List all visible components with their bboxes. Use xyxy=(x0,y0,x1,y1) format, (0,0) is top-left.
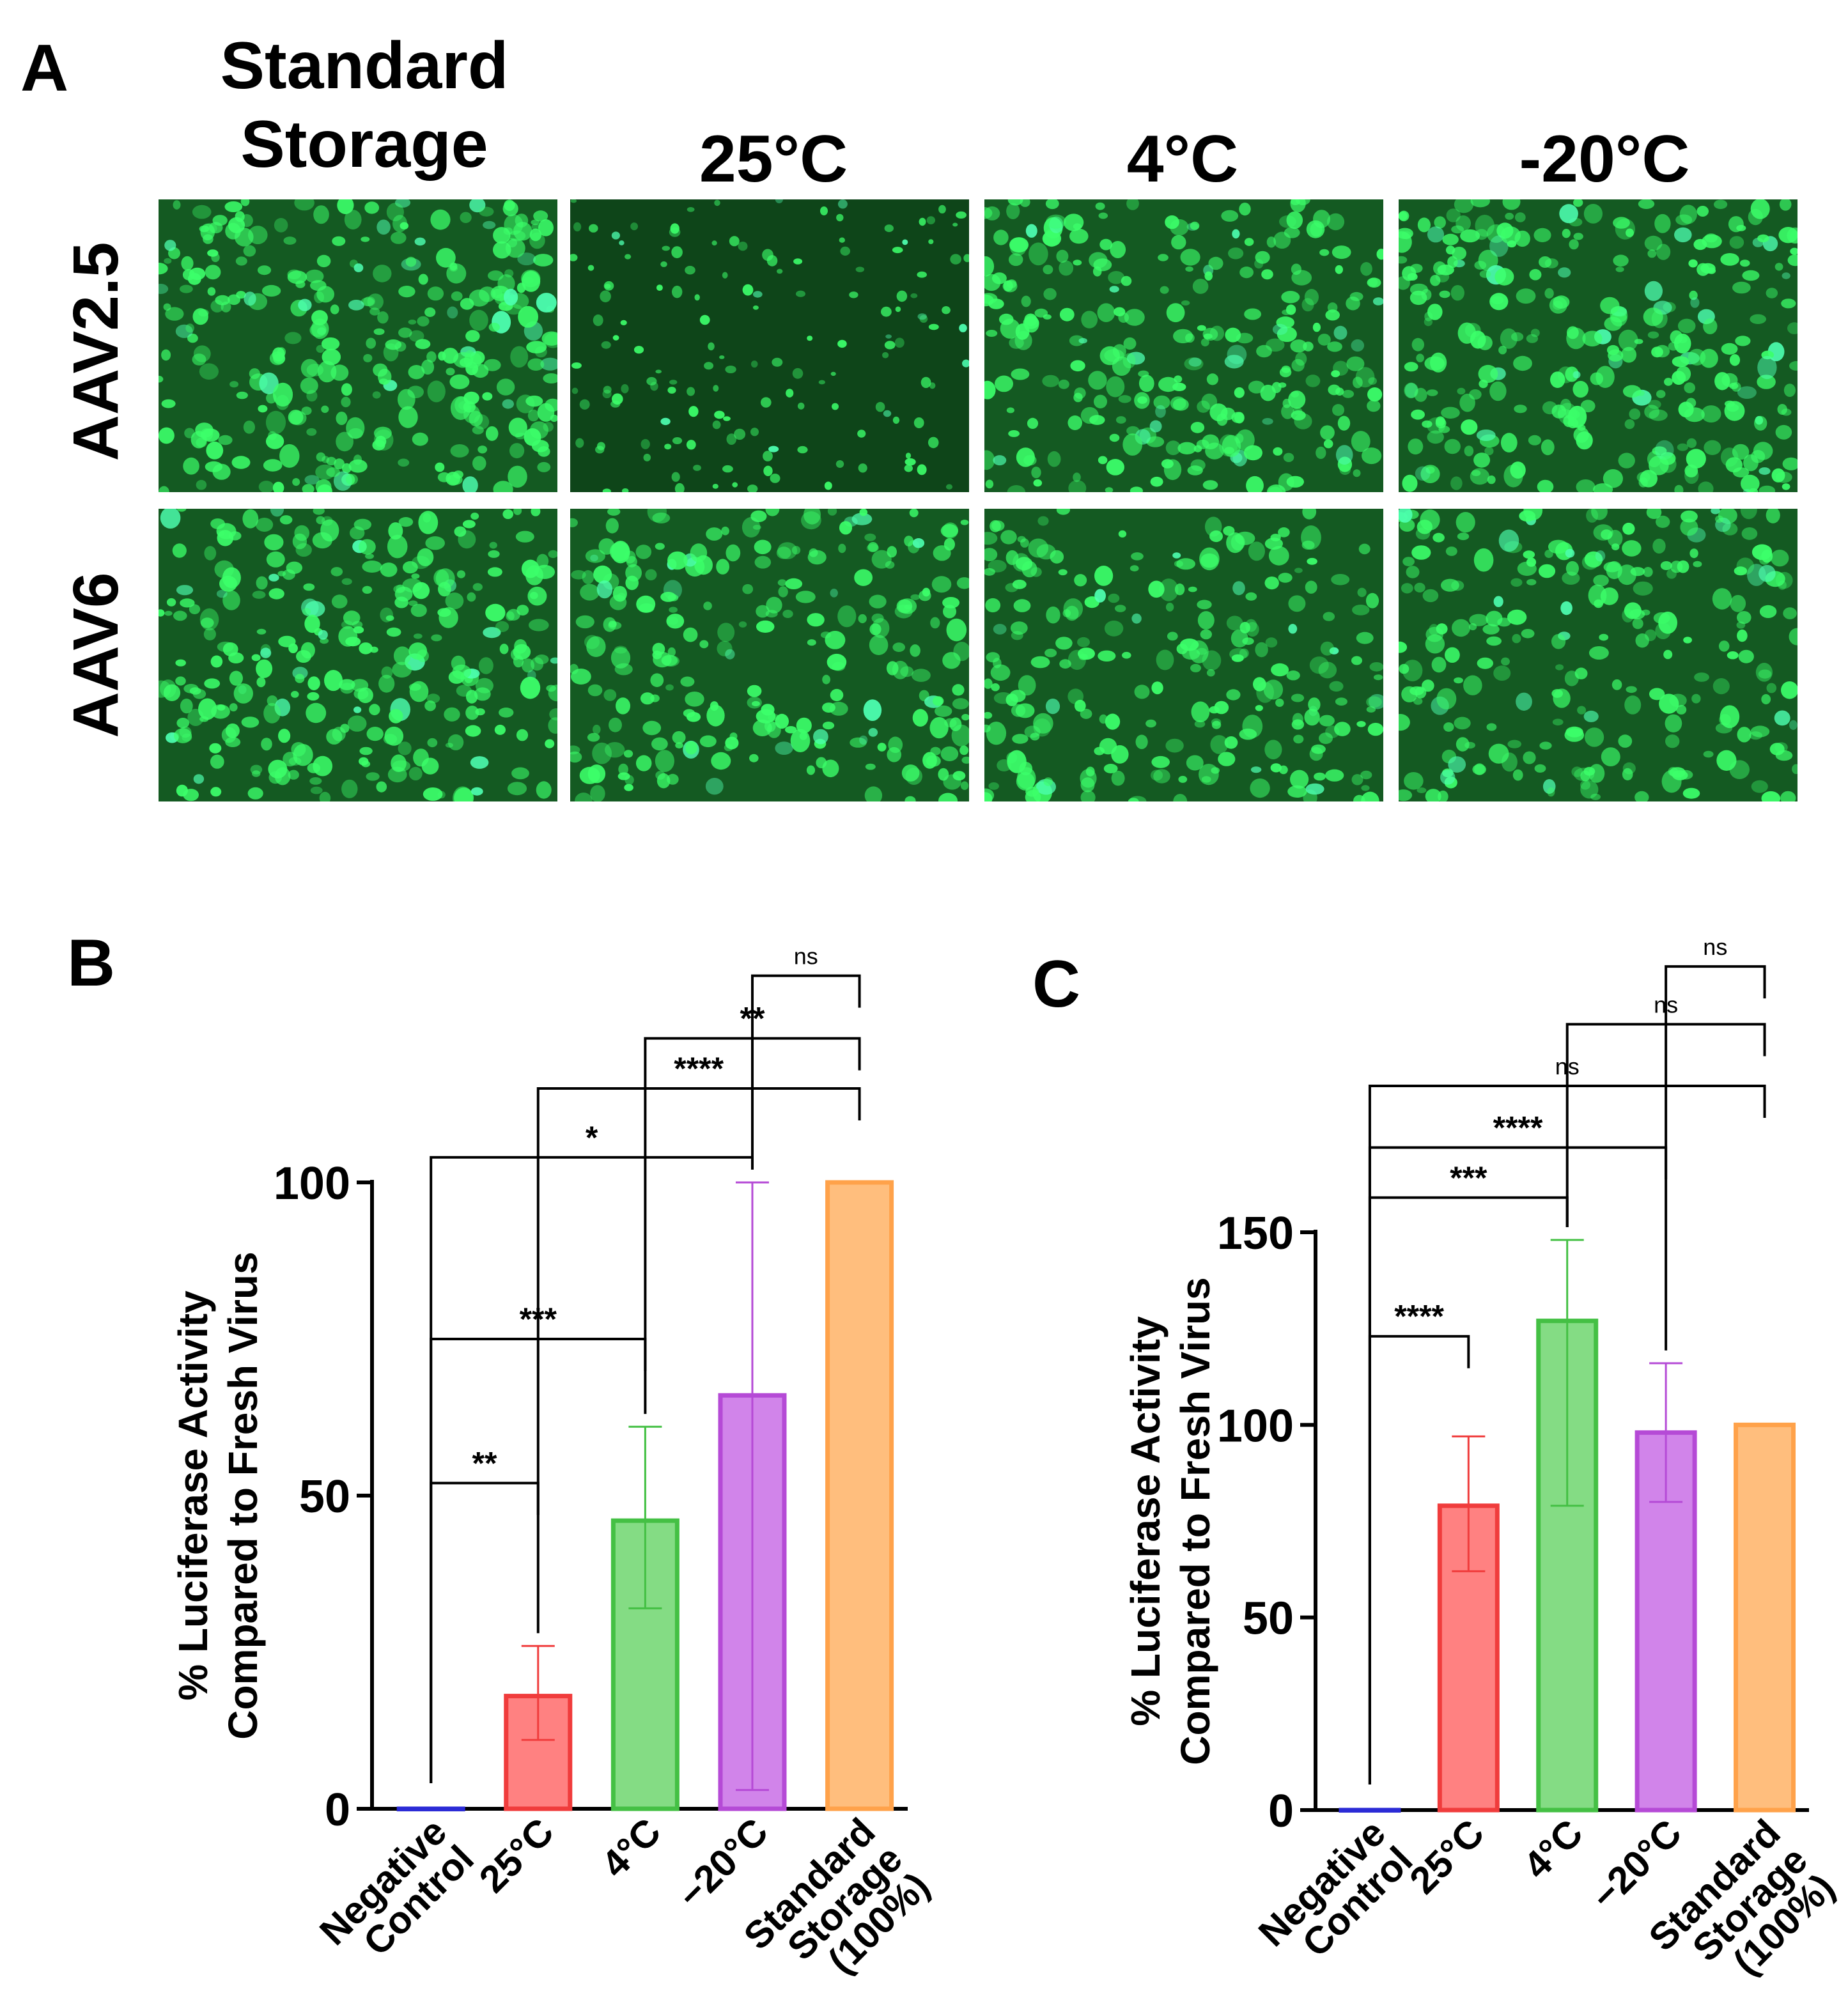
significance-label-0: **** xyxy=(1394,1299,1444,1335)
significance-label-2: * xyxy=(586,1120,598,1156)
panel-c-letter: C xyxy=(1032,947,1081,1021)
column-label-minus20c: -20°C xyxy=(1519,122,1690,196)
panel-b-letter: B xyxy=(67,926,116,1000)
category-label-2: 4°C xyxy=(593,1810,669,1886)
bar-3 xyxy=(1634,1430,1697,1813)
chart-panel-b: % Luciferase ActivityCompared to Fresh V… xyxy=(170,943,938,1982)
bar-4 xyxy=(1734,1422,1796,1813)
y-axis-title: % Luciferase ActivityCompared to Fresh V… xyxy=(170,1251,266,1739)
significance-bracket-2 xyxy=(1368,1146,1668,1784)
micrograph-aav25-col3 xyxy=(984,199,1383,492)
category-label-line: 4°C xyxy=(593,1810,669,1886)
category-label-line: 25°C xyxy=(1401,1811,1492,1902)
y-axis-title-line: Compared to Fresh Virus xyxy=(220,1251,266,1739)
category-label-line: 25°C xyxy=(471,1810,562,1901)
significance-label-5: ns xyxy=(1703,934,1727,960)
bar-0 xyxy=(1339,1808,1401,1813)
y-tick-label: 150 xyxy=(1217,1208,1294,1259)
significance-label-1: *** xyxy=(1450,1160,1487,1196)
panel-a-letter: A xyxy=(20,31,69,105)
micrograph-aav6-col3 xyxy=(984,509,1383,801)
category-label-line: 4°C xyxy=(1515,1811,1591,1887)
micrograph-aav25-col4 xyxy=(1399,199,1798,492)
y-axis-title-line: % Luciferase Activity xyxy=(170,1290,216,1701)
column-label-25c: 25°C xyxy=(699,122,848,196)
significance-label-2: **** xyxy=(1493,1110,1543,1145)
chart-panel-c: % Luciferase ActivityCompared to Fresh V… xyxy=(1122,934,1843,1983)
micrograph-aav6-col1 xyxy=(159,509,557,801)
row-label-aav25: AAV2.5 xyxy=(60,242,132,461)
significance-label-5: ns xyxy=(794,943,818,970)
significance-bracket-3 xyxy=(536,1087,861,1634)
y-axis-title-line: % Luciferase Activity xyxy=(1122,1316,1169,1726)
micrograph-aav25-col1 xyxy=(159,199,557,492)
micrograph-aav6-col2 xyxy=(570,509,969,801)
y-tick-label: 100 xyxy=(274,1158,350,1209)
category-label-3: −20°C xyxy=(669,1810,776,1917)
micrograph-aav25-col2 xyxy=(570,199,969,492)
significance-label-3: **** xyxy=(674,1051,724,1087)
category-label-2: 4°C xyxy=(1515,1811,1591,1887)
column-label-4c: 4°C xyxy=(1126,122,1239,196)
y-axis-title-line: Compared to Fresh Virus xyxy=(1172,1277,1218,1765)
y-tick-label: 0 xyxy=(325,1784,350,1836)
category-label-line: −20°C xyxy=(669,1810,776,1917)
category-label-1: 25°C xyxy=(1401,1811,1492,1902)
row-label-aav6: AAV6 xyxy=(60,572,132,738)
significance-bracket-5 xyxy=(1665,965,1766,1351)
significance-label-0: ** xyxy=(472,1445,497,1481)
column-label-standard-storage: Standard Storage xyxy=(220,29,509,182)
micrograph-aav6-col4 xyxy=(1399,509,1798,801)
y-axis-title: % Luciferase ActivityCompared to Fresh V… xyxy=(1122,1277,1218,1765)
y-tick-label: 50 xyxy=(1243,1593,1294,1645)
category-label-1: 25°C xyxy=(471,1810,562,1901)
bar-4 xyxy=(825,1180,894,1811)
significance-bracket-5 xyxy=(750,974,861,1170)
y-tick-label: 50 xyxy=(299,1471,350,1522)
y-tick-label: 0 xyxy=(1268,1786,1294,1837)
y-tick-label: 100 xyxy=(1217,1400,1294,1451)
